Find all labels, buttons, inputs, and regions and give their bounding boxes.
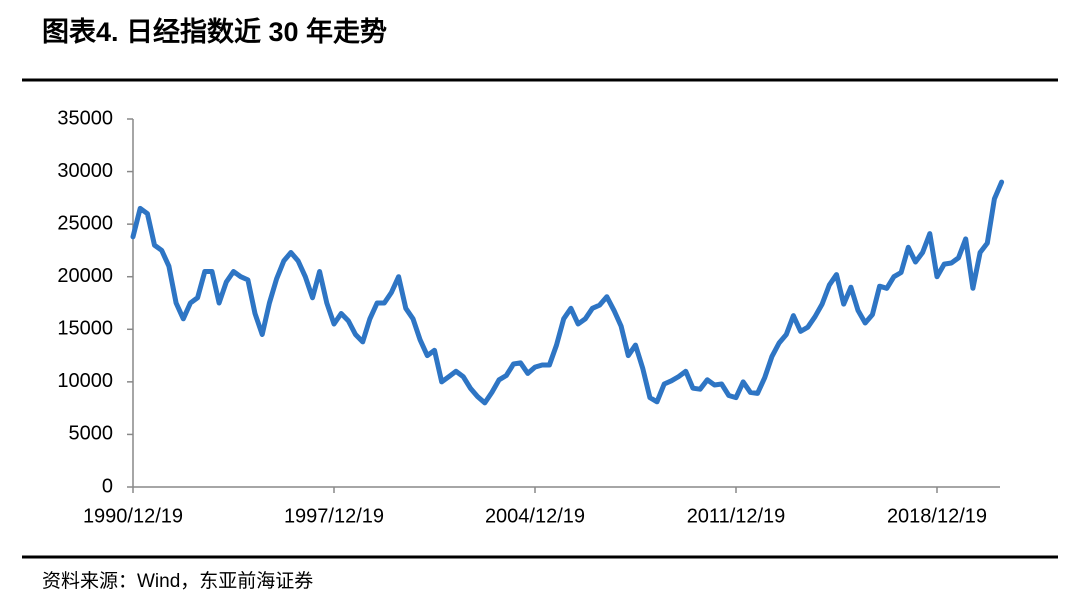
y-tick-label: 5000 <box>69 423 114 445</box>
y-tick-label: 0 <box>102 475 113 497</box>
x-tick-label: 2011/12/19 <box>687 505 786 527</box>
x-tick-label: 2004/12/19 <box>485 505 585 527</box>
data-line <box>130 179 1005 406</box>
y-tick-label: 35000 <box>57 107 113 129</box>
y-tick-label: 25000 <box>57 212 113 234</box>
chart-title: 图表4. 日经指数近 30 年走势 <box>42 16 387 47</box>
x-tick-label: 1997/12/19 <box>284 505 384 527</box>
y-tick-label: 15000 <box>57 318 113 340</box>
x-tick-label: 1990/12/19 <box>83 505 183 527</box>
x-tick-label: 2018/12/19 <box>887 505 987 527</box>
y-tick-label: 10000 <box>57 370 113 392</box>
y-tick-label: 20000 <box>57 265 113 287</box>
y-tick-label: 30000 <box>57 160 113 182</box>
source-note: 资料来源：Wind，东亚前海证券 <box>42 570 313 592</box>
